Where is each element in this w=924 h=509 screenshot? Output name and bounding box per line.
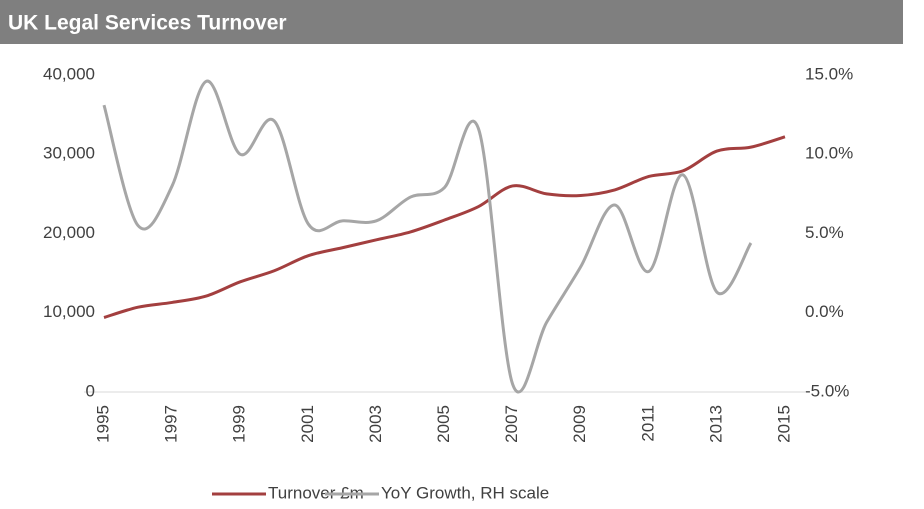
y2-tick-label: 10.0%: [805, 144, 853, 163]
y2-tick-label: 0.0%: [805, 302, 844, 321]
legend-label: YoY Growth, RH scale: [381, 483, 549, 502]
chart-title: UK Legal Services Turnover: [8, 12, 287, 35]
x-tick-label: 2015: [774, 405, 793, 443]
y-tick-label: 30,000: [43, 144, 95, 163]
title-bar: [0, 0, 903, 44]
x-tick-label: 2013: [706, 405, 725, 443]
y2-tick-label: -5.0%: [805, 381, 849, 400]
y-tick-label: 40,000: [43, 64, 95, 83]
y-tick-label: 0: [86, 381, 95, 400]
series-line: [103, 135, 786, 319]
y-tick-label: 10,000: [43, 302, 95, 321]
x-tick-label: 1995: [93, 405, 112, 443]
x-tick-label: 1997: [162, 405, 181, 443]
x-tick-label: 2005: [434, 405, 453, 443]
x-tick-label: 2003: [366, 405, 385, 443]
x-tick-label: 2007: [502, 405, 521, 443]
series-line: [102, 79, 753, 394]
y2-tick-label: 5.0%: [805, 223, 844, 242]
x-tick-label: 2009: [570, 405, 589, 443]
y2-tick-label: 15.0%: [805, 64, 853, 83]
x-tick-label: 2011: [638, 405, 657, 442]
x-tick-label: 2001: [298, 405, 317, 443]
y-tick-label: 20,000: [43, 223, 95, 242]
x-tick-label: 1999: [230, 405, 249, 443]
legend-label: Turnover £m: [268, 483, 364, 502]
